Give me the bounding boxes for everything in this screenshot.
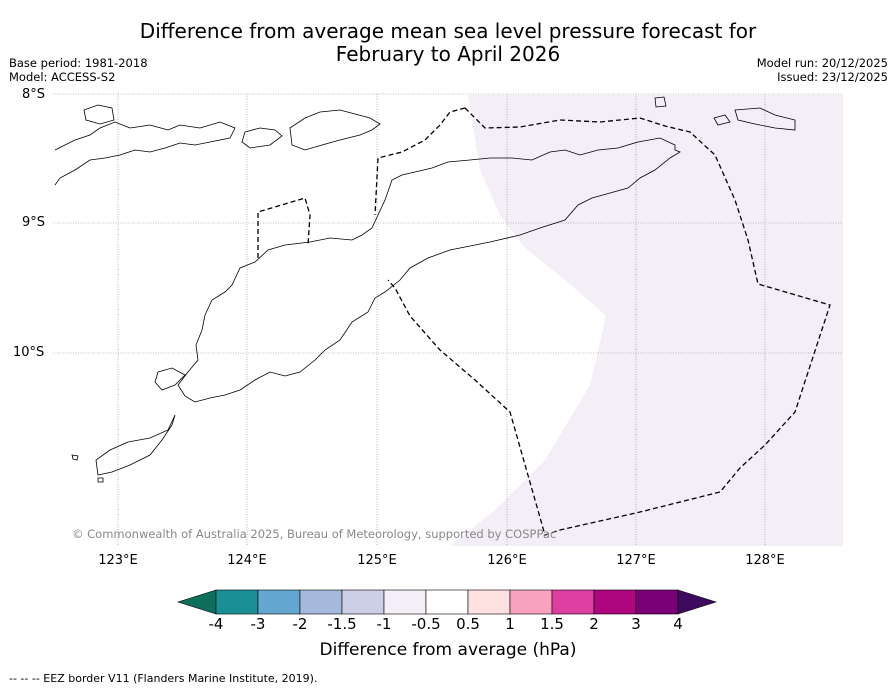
rote-island: [95, 414, 176, 476]
colorbar-segment: [509, 589, 553, 615]
colorbar-tick-label: -3: [250, 615, 266, 633]
lon-label-127e: 127°E: [616, 553, 656, 568]
ndao-island: [71, 454, 79, 461]
colorbar: [177, 589, 717, 615]
small-island-1: [734, 107, 796, 131]
colorbar-high-extension: [677, 589, 717, 615]
eez-border-east: [387, 107, 831, 536]
lon-label-125e: 125°E: [357, 553, 397, 568]
lon-label-126e: 126°E: [487, 553, 527, 568]
colorbar-tick-label: 0.5: [456, 615, 480, 633]
colorbar-tick-label: 2: [589, 615, 599, 633]
lat-label-8s: 8°S: [22, 87, 46, 102]
eez-borders: [257, 107, 831, 536]
small-island-5: [83, 104, 115, 125]
colorbar-segment: [425, 589, 469, 615]
alor-islands: [54, 121, 236, 186]
colorbar-segment: [383, 589, 427, 615]
meta-right: Model run: 20/12/2025 Issued: 23/12/2025: [757, 56, 888, 84]
colorbar-tick-label: -2: [292, 615, 308, 633]
model-name: Model: ACCESS-S2: [9, 70, 116, 84]
colorbar-tick-label: -1.5: [327, 615, 357, 633]
meta-left: Base period: 1981-2018 Model: ACCESS-S2: [9, 56, 148, 84]
model-run: Model run: 20/12/2025: [756, 56, 888, 70]
colorbar-tick-label: -4: [208, 615, 224, 633]
map-title: Difference from average mean sea level p…: [0, 20, 896, 66]
ndao-island-2: [97, 477, 104, 483]
timor-island: [177, 137, 681, 403]
colorbar-segment: [257, 589, 301, 615]
semau-island: [154, 367, 186, 391]
colorbar-segment: [593, 589, 637, 615]
colorbar-tick-label: 3: [631, 615, 641, 633]
colorbar-segment: [467, 589, 511, 615]
colorbar-tick-label: -1: [376, 615, 392, 633]
colorbar-segment: [551, 589, 595, 615]
colorbar-segment: [299, 589, 343, 615]
lat-label-9s: 9°S: [22, 215, 46, 230]
colorbar-tick-label: -0.5: [411, 615, 441, 633]
colorbar-tick-label: 1.5: [540, 615, 564, 633]
small-island-2: [713, 114, 731, 126]
wetar-island: [289, 109, 381, 151]
footer-note: -- -- -- EEZ border V11 (Flanders Marine…: [9, 672, 318, 685]
colorbar-tick-label: 1: [505, 615, 515, 633]
coastlines: [54, 96, 796, 483]
issued-date: Issued: 23/12/2025: [777, 70, 888, 84]
copyright-notice: © Commonwealth of Australia 2025, Bureau…: [72, 527, 557, 541]
colorbar-segment: [215, 589, 259, 615]
eez-border-oecusse: [257, 197, 311, 258]
base-period: Base period: 1981-2018: [9, 56, 148, 70]
title-line-1: Difference from average mean sea level p…: [139, 19, 757, 43]
lat-label-10s: 10°S: [13, 345, 45, 360]
title-line-2: February to April 2026: [335, 42, 561, 66]
lon-label-124e: 124°E: [227, 553, 267, 568]
colorbar-segment: [341, 589, 385, 615]
colorbar-low-extension: [177, 589, 217, 615]
lon-label-123e: 123°E: [98, 553, 138, 568]
colorbar-tick-label: 4: [673, 615, 683, 633]
colorbar-label: Difference from average (hPa): [319, 640, 577, 660]
colorbar-segment: [635, 589, 679, 615]
lon-label-128e: 128°E: [745, 553, 785, 568]
small-island-3: [654, 96, 667, 108]
small-island-4: [241, 127, 283, 149]
anomaly-shading: [450, 95, 843, 546]
